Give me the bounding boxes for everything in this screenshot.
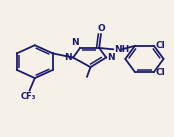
Text: CF₃: CF₃ (21, 92, 36, 101)
Text: N: N (65, 53, 72, 62)
Text: Cl: Cl (156, 41, 165, 50)
Text: O: O (97, 24, 105, 33)
Text: N: N (107, 53, 115, 62)
Text: Cl: Cl (156, 68, 165, 77)
Text: N: N (72, 38, 79, 47)
Text: NH: NH (114, 45, 129, 54)
